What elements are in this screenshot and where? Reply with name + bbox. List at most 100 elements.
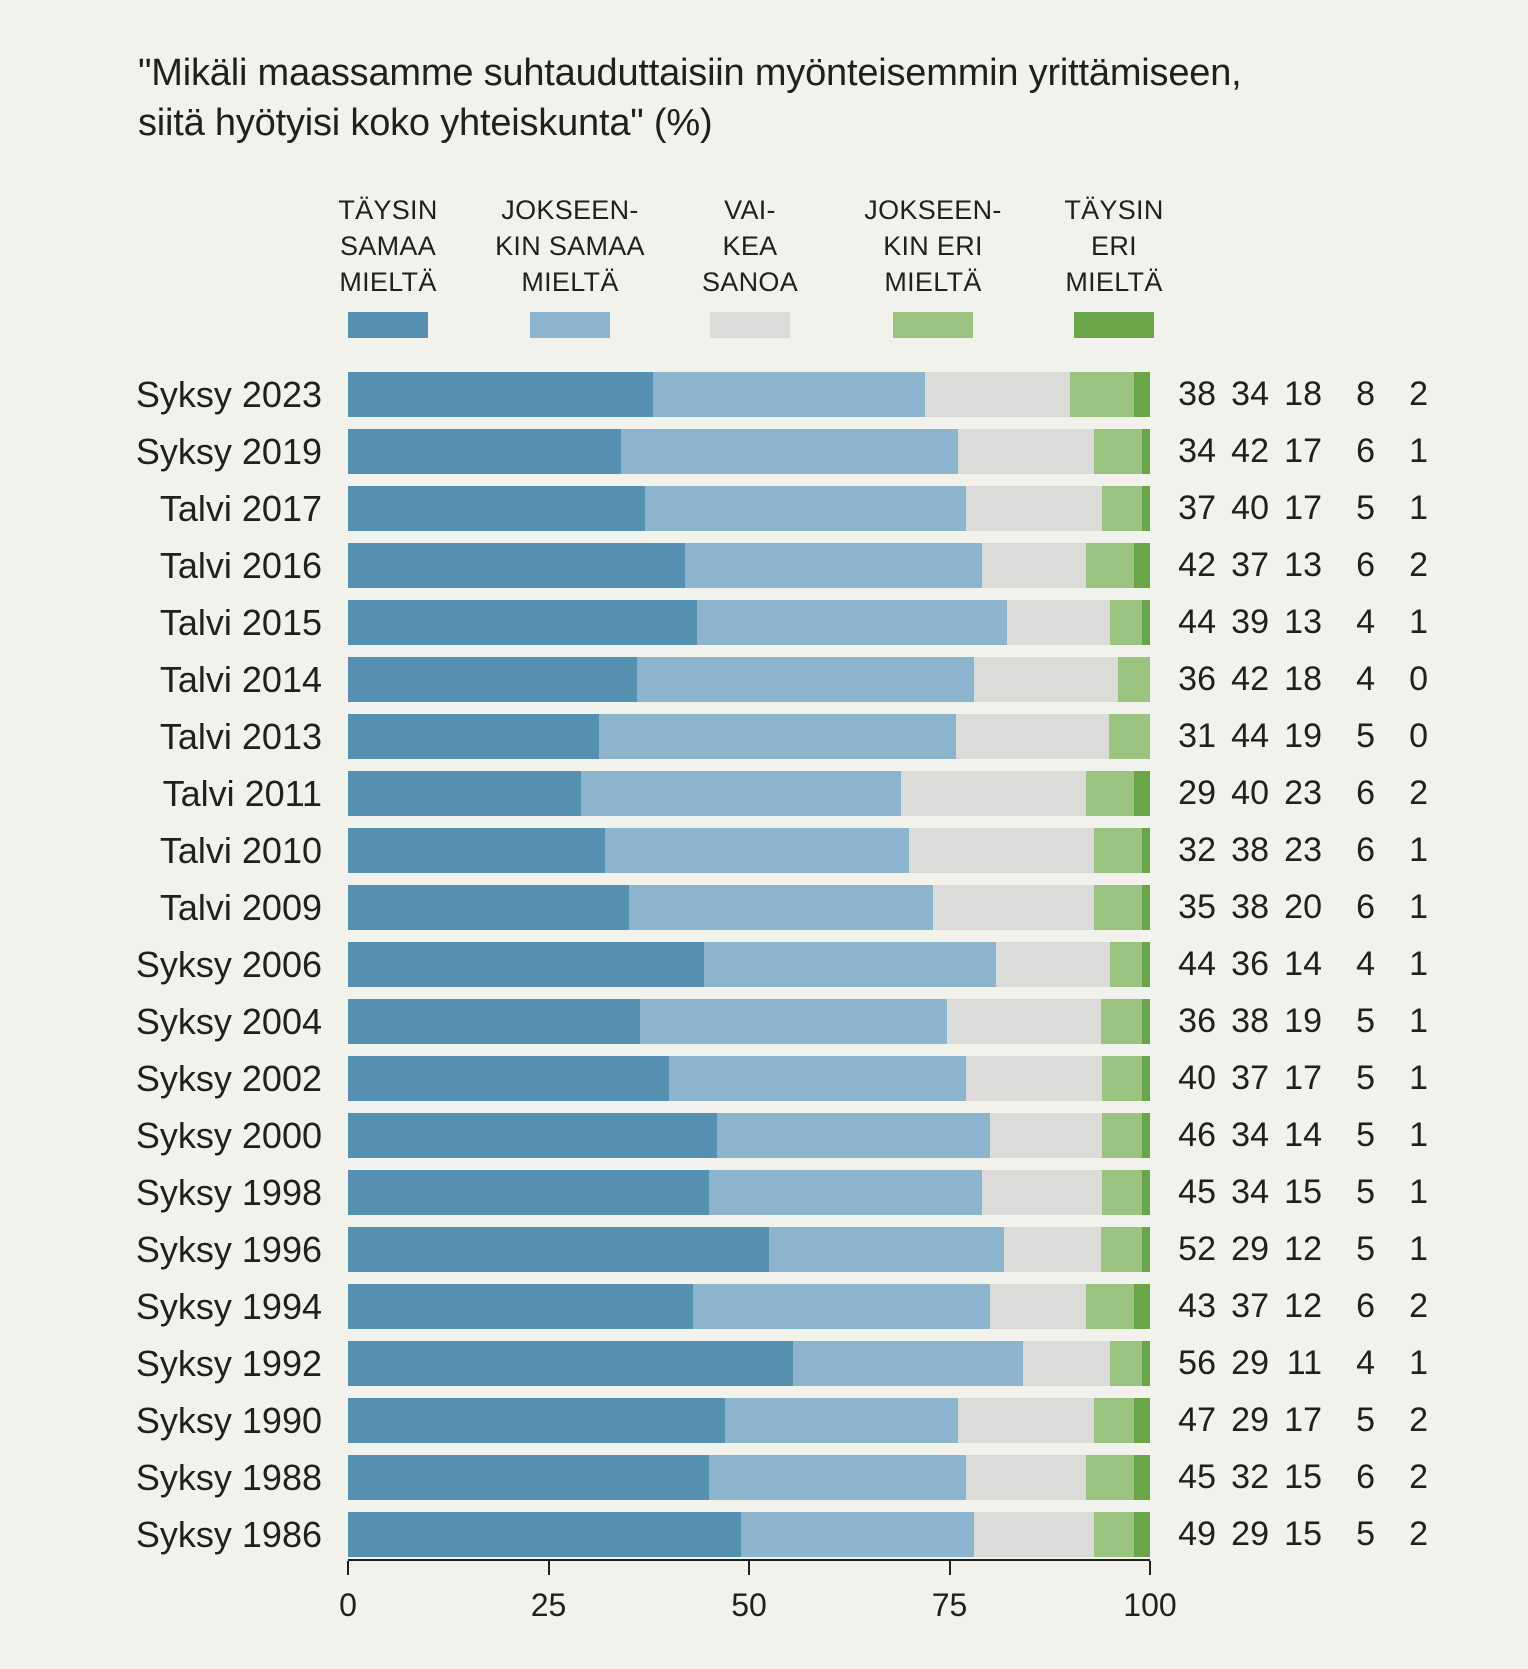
bar-segment-taysin-samaa-mielta: [348, 771, 581, 816]
value-label: 23: [1284, 831, 1322, 869]
bar-row: Syksy 2004 36 38 19 5 1: [0, 999, 1528, 1044]
value-label: 37: [1231, 546, 1269, 584]
stacked-bar: [348, 1056, 1150, 1101]
stacked-bar: [348, 657, 1150, 702]
value-label: 36: [1231, 945, 1269, 983]
bar-segment-vaikea-sanoa: [989, 1284, 1086, 1329]
stacked-bar: [348, 1170, 1150, 1215]
bar-segment-jokseenkin-samaa-mielta: [684, 543, 982, 588]
bar-segment-taysin-eri-mielta: [1141, 1227, 1150, 1272]
bar-row: Syksy 1990 47 29 17 5 2: [0, 1398, 1528, 1443]
value-label: 37: [1178, 489, 1216, 527]
bar-segment-taysin-eri-mielta: [1142, 1341, 1150, 1386]
legend-item-label: MIELTÄ: [884, 267, 982, 297]
axis-tick-mark: [347, 1561, 349, 1575]
bar-segment-taysin-eri-mielta: [1133, 1284, 1150, 1329]
bar-segment-jokseenkin-samaa-mielta: [697, 600, 1008, 645]
bar-segment-vaikea-sanoa: [901, 771, 1086, 816]
bar-segment-jokseenkin-eri-mielta: [1101, 1170, 1142, 1215]
value-label: 42: [1231, 660, 1269, 698]
bar-segment-vaikea-sanoa: [965, 486, 1102, 531]
bar-segment-taysin-eri-mielta: [1142, 600, 1151, 645]
value-label: 5: [1356, 1230, 1375, 1268]
bar-segment-vaikea-sanoa: [981, 543, 1086, 588]
row-values: 42 37 13 6 2: [1174, 543, 1428, 588]
legend-item-label: MIELTÄ: [1065, 267, 1163, 297]
row-label: Talvi 2017: [159, 488, 322, 529]
value-label: 47: [1178, 1401, 1216, 1439]
bar-row: Syksy 1994 43 37 12 6 2: [0, 1284, 1528, 1329]
bar-segment-taysin-samaa-mielta: [348, 657, 637, 702]
bar-segment-jokseenkin-eri-mielta: [1093, 828, 1142, 873]
value-label: 23: [1284, 774, 1322, 812]
value-label: 2: [1409, 1458, 1428, 1496]
value-label: 34: [1231, 1173, 1269, 1211]
value-label: 44: [1231, 717, 1269, 755]
stacked-bar: [348, 372, 1151, 417]
value-label: 20: [1284, 888, 1322, 926]
bar-segment-taysin-eri-mielta: [1133, 372, 1151, 417]
axis-tick-mark: [1149, 1561, 1151, 1575]
bar-row: Syksy 2023 38 34 18 8 2: [0, 372, 1528, 417]
row-label: Talvi 2014: [159, 659, 322, 700]
bar-segment-jokseenkin-eri-mielta: [1069, 372, 1134, 417]
value-label: 18: [1284, 375, 1322, 413]
x-axis-line: [348, 1559, 1150, 1561]
bar-segment-taysin-samaa-mielta: [348, 1284, 693, 1329]
row-label: Syksy 2019: [135, 431, 322, 472]
value-label: 45: [1178, 1458, 1216, 1496]
bar-segment-jokseenkin-samaa-mielta: [599, 714, 956, 759]
value-label: 17: [1284, 489, 1322, 527]
bar-segment-jokseenkin-eri-mielta: [1109, 942, 1142, 987]
value-label: 46: [1178, 1116, 1216, 1154]
bar-row: Syksy 2000 46 34 14 5 1: [0, 1113, 1528, 1158]
value-label: 13: [1284, 603, 1322, 641]
row-label: Syksy 2004: [135, 1001, 322, 1042]
bar-segment-jokseenkin-samaa-mielta: [716, 1113, 990, 1158]
bar-segment-taysin-samaa-mielta: [348, 714, 600, 759]
bar-rows: Syksy 2023 38 34 18 8 2 Syksy 2019 34 42 17 6 1 Talv…: [0, 372, 1528, 1569]
row-values: 38 34 18 8 2: [1174, 372, 1428, 417]
bar-segment-taysin-samaa-mielta: [348, 828, 605, 873]
value-label: 5: [1356, 1059, 1375, 1097]
row-label: Talvi 2010: [159, 830, 322, 871]
row-values: 31 44 19 5 0: [1174, 714, 1428, 759]
value-label: 5: [1356, 1515, 1375, 1553]
value-label: 1: [1409, 1002, 1428, 1040]
value-label: 4: [1356, 945, 1375, 983]
value-label: 5: [1356, 717, 1375, 755]
bar-segment-vaikea-sanoa: [965, 1455, 1086, 1500]
bar-segment-jokseenkin-eri-mielta: [1101, 999, 1142, 1044]
legend-item-vaikea-sanoa: VAI- KEA SANOA: [658, 192, 842, 338]
bar-segment-jokseenkin-eri-mielta: [1110, 1341, 1143, 1386]
bar-segment-jokseenkin-samaa-mielta: [652, 372, 926, 417]
value-label: 1: [1409, 1116, 1428, 1154]
value-label: 1: [1409, 489, 1428, 527]
bar-segment-taysin-eri-mielta: [1141, 486, 1150, 531]
value-label: 37: [1231, 1059, 1269, 1097]
bar-segment-jokseenkin-samaa-mielta: [636, 657, 974, 702]
bar-segment-jokseenkin-samaa-mielta: [644, 486, 966, 531]
legend-item-label: TÄYSIN: [1064, 195, 1164, 225]
legend-item-label: KIN SAMAA: [495, 231, 645, 261]
value-label: 2: [1409, 375, 1428, 413]
bar-segment-jokseenkin-samaa-mielta: [792, 1341, 1023, 1386]
bar-segment-vaikea-sanoa: [1007, 600, 1111, 645]
bar-segment-taysin-samaa-mielta: [348, 486, 645, 531]
bar-segment-taysin-eri-mielta: [1141, 1056, 1150, 1101]
stacked-bar: [348, 828, 1150, 873]
value-label: 40: [1231, 489, 1269, 527]
value-label: 5: [1356, 1401, 1375, 1439]
value-label: 6: [1356, 774, 1375, 812]
legend-swatch-taysin-eri-mielta: [1074, 312, 1154, 338]
legend-item-label: SAMAA: [339, 231, 437, 261]
bar-segment-jokseenkin-samaa-mielta: [639, 999, 948, 1044]
axis-tick-label: 75: [931, 1587, 968, 1623]
value-label: 6: [1356, 546, 1375, 584]
value-label: 12: [1284, 1287, 1322, 1325]
value-label: 36: [1178, 660, 1216, 698]
bar-segment-taysin-samaa-mielta: [348, 1455, 709, 1500]
bar-segment-jokseenkin-samaa-mielta: [769, 1227, 1005, 1272]
legend-item-label: MIELTÄ: [521, 267, 619, 297]
